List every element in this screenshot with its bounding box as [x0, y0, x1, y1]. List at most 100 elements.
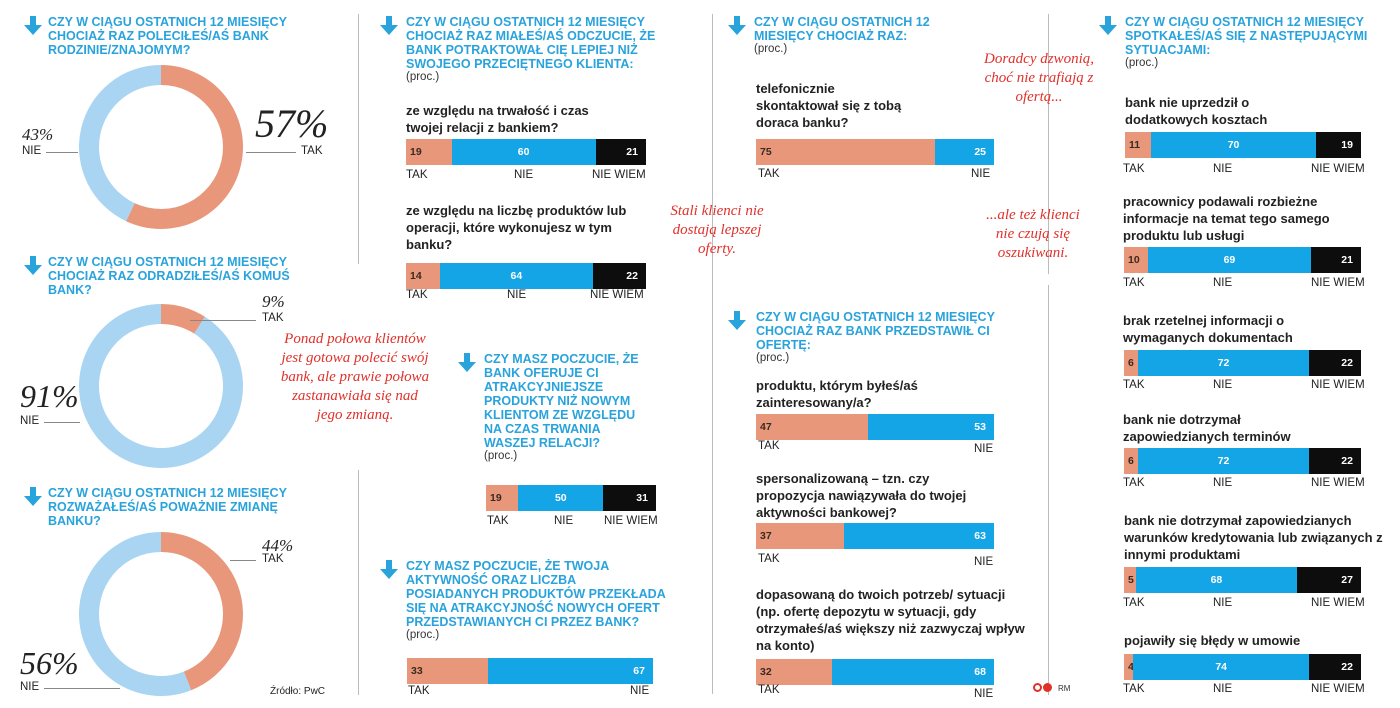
leader-line: [46, 152, 78, 153]
nie-wiem-label: NIE WIEM: [590, 289, 644, 301]
question-4: CZY MASZ POCZUCIE, ŻE TWOJA AKTYWNOŚĆ OR…: [378, 559, 678, 641]
nie-wiem-label: NIE WIEM: [1311, 163, 1365, 175]
nie-label: NIE: [1213, 163, 1233, 175]
nie-wiem-label: NIE WIEM: [1311, 683, 1365, 695]
nie-wiem-segment: 21: [595, 139, 646, 165]
nie-percent: 56%: [20, 645, 79, 681]
question-5: CZY W CIĄGU OSTATNICH 12 MIESIĘCY CHOCIA…: [726, 15, 986, 55]
nie-label: NIE: [20, 415, 40, 427]
question-6: CZY W CIĄGU OSTATNICH 12 MIESIĘCY CHOCIA…: [726, 310, 1026, 364]
nie-slice: [79, 532, 192, 696]
donut-question-1: CZY W CIĄGU OSTATNICH 12 MIESIĘCY CHOCIA…: [22, 15, 312, 57]
nie-segment: 68: [832, 659, 994, 685]
tak-segment: 6: [1124, 448, 1139, 474]
arrow-down-icon: [22, 486, 44, 508]
donut-question-2: CZY W CIĄGU OSTATNICH 12 MIESIĘCY CHOCIA…: [22, 255, 312, 297]
tak-slice: [161, 532, 243, 691]
nie-label: NIE: [554, 515, 574, 527]
stacked-bar: 4 74 22: [1124, 654, 1361, 680]
stacked-bar: 6 72 22: [1124, 350, 1361, 376]
tak-percent: 57%: [255, 101, 329, 146]
tak-label: TAK: [1123, 163, 1145, 175]
tak-label: TAK: [758, 684, 780, 696]
tak-slice: [161, 304, 205, 334]
donut-chart-2: [78, 304, 243, 468]
arrow-down-icon: [22, 255, 44, 277]
sub-question: produktu, którym byłeś/aś zainteresowany…: [756, 378, 918, 410]
unit-label: (proc.): [756, 352, 790, 364]
nie-wiem-segment: 22: [593, 263, 646, 289]
nie-wiem-segment: 27: [1297, 567, 1361, 593]
sub-question: brak rzetelnej informacji o wymaganych d…: [1123, 313, 1293, 345]
sub-question: bank nie dotrzymał zapowiedzianych warun…: [1124, 513, 1383, 562]
nie-segment: 60: [451, 139, 596, 165]
donut-chart-3: [79, 532, 243, 696]
question-title: CZY W CIĄGU OSTATNICH 12 MIESIĘCY CHOCIA…: [406, 15, 656, 71]
sub-question: bank nie uprzedził o dodatkowych kosztac…: [1125, 95, 1268, 127]
question-7: CZY W CIĄGU OSTATNICH 12 MIESIĘCY SPOTKA…: [1097, 15, 1387, 69]
tak-segment: 14: [406, 263, 440, 289]
sub-question: dopasowaną do twoich potrzeb/ sytuacji (…: [756, 587, 1025, 653]
nie-label: NIE: [1213, 477, 1233, 489]
unit-label: (proc.): [1125, 57, 1159, 69]
nie-segment: 69: [1147, 247, 1312, 273]
tak-slice: [126, 65, 244, 229]
tak-label: TAK: [1123, 379, 1145, 391]
question-title: CZY W CIĄGU OSTATNICH 12 MIESIĘCY SPOTKA…: [1125, 15, 1368, 57]
nie-wiem-segment: 22: [1308, 350, 1361, 376]
nie-segment: 64: [439, 263, 594, 289]
tak-label: TAK: [487, 515, 509, 527]
tak-segment: 19: [486, 485, 519, 511]
tak-label: TAK: [758, 553, 780, 565]
stacked-bar: 32 68: [756, 659, 994, 685]
tak-segment: 75: [756, 139, 935, 165]
leader-line: [44, 422, 80, 423]
nie-percent: 91%: [20, 378, 79, 414]
nie-wiem-segment: 22: [1308, 654, 1361, 680]
leader-line: [190, 320, 256, 321]
tak-segment: 4: [1124, 654, 1134, 680]
tak-label: TAK: [262, 553, 284, 565]
nie-label: NIE: [22, 145, 42, 157]
question-title: CZY W CIĄGU OSTATNICH 12 MIESIĘCY CHOCIA…: [756, 310, 995, 352]
nie-wiem-segment: 21: [1311, 247, 1361, 273]
divider: [1048, 14, 1049, 274]
tak-percent: 9%: [262, 292, 285, 311]
sub-question: telefonicznie skontaktował się z tobą do…: [756, 81, 902, 130]
nie-segment: 50: [518, 485, 604, 511]
stacked-bar: 75 25: [756, 139, 994, 165]
leader-line: [230, 560, 256, 561]
nie-wiem-label: NIE WIEM: [1311, 597, 1365, 609]
tak-label: TAK: [758, 440, 780, 452]
question-title: CZY MASZ POCZUCIE, ŻE BANK OFERUJE CI AT…: [484, 352, 639, 450]
question-title: CZY W CIĄGU OSTATNICH 12 MIESIĘCY ROZWAŻ…: [48, 486, 287, 528]
question-title: CZY W CIĄGU OSTATNICH 12 MIESIĘCY CHOCIA…: [48, 15, 287, 57]
question-2: CZY W CIĄGU OSTATNICH 12 MIESIĘCY CHOCIA…: [378, 15, 678, 83]
unit-label: (proc.): [484, 450, 518, 462]
tak-segment: 47: [756, 414, 868, 440]
nie-percent: 43%: [22, 125, 54, 144]
nie-wiem-label: NIE WIEM: [1311, 277, 1365, 289]
question-title: CZY W CIĄGU OSTATNICH 12 MIESIĘCY CHOCIA…: [48, 255, 290, 297]
nie-segment: 70: [1150, 132, 1317, 158]
question-title: CZY MASZ POCZUCIE, ŻE TWOJA AKTYWNOŚĆ OR…: [406, 559, 666, 629]
divider: [1048, 285, 1049, 695]
sub-question: ze względu na trwałość i czas twojej rel…: [406, 103, 589, 135]
nie-segment: 63: [844, 523, 994, 549]
nie-wiem-segment: 31: [603, 485, 656, 511]
nie-label: NIE: [971, 168, 991, 180]
stacked-bar: 19 60 21: [406, 139, 646, 165]
sub-question: pojawiły się błędy w umowie: [1124, 633, 1301, 648]
unit-label: (proc.): [406, 629, 440, 641]
nie-label: NIE: [630, 685, 650, 697]
tak-label: TAK: [1123, 277, 1145, 289]
tak-label: TAK: [1123, 597, 1145, 609]
nie-segment: 67: [488, 658, 653, 684]
unit-label: (proc.): [754, 43, 788, 55]
nie-segment: 68: [1135, 567, 1297, 593]
tak-label: TAK: [1123, 477, 1145, 489]
tak-percent: 44%: [262, 536, 294, 555]
stacked-bar: 47 53: [756, 414, 994, 440]
arrow-down-icon: [726, 15, 748, 37]
tak-label: TAK: [406, 289, 428, 301]
